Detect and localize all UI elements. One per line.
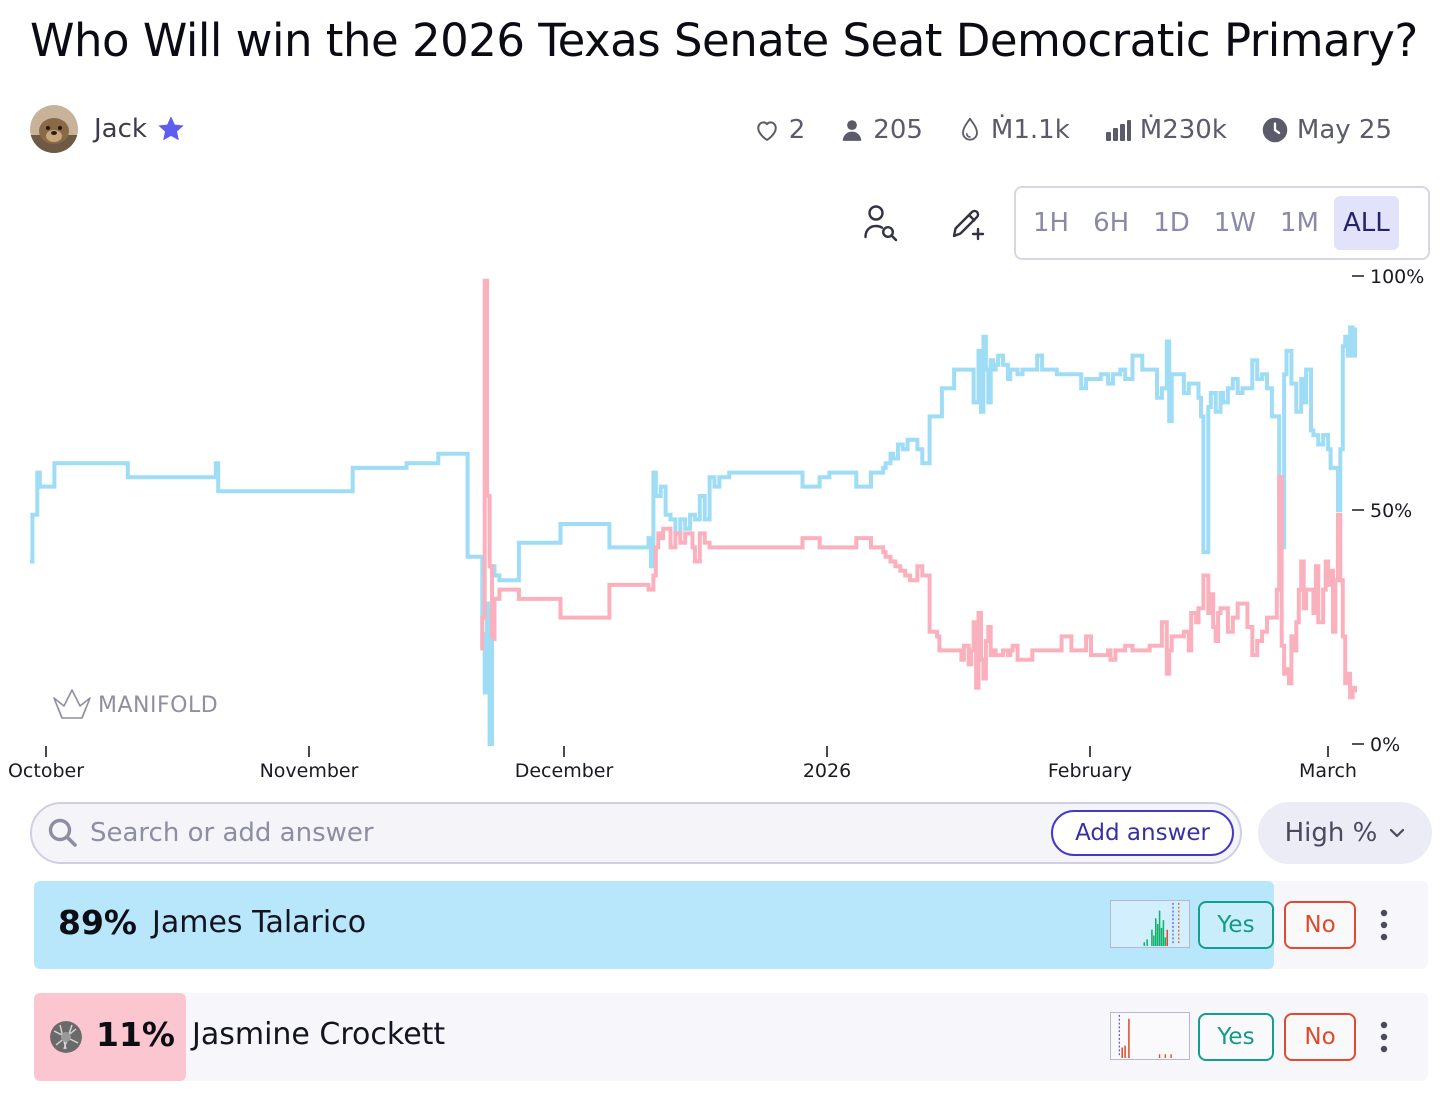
- add-answer-button[interactable]: Add answer: [1051, 810, 1234, 856]
- y-tick-label: 50%: [1370, 500, 1412, 522]
- liquidity-amount: Ṁ1.1k: [990, 115, 1070, 145]
- price-history-sparkline: [1110, 900, 1190, 948]
- star-icon: [158, 116, 184, 141]
- range-all[interactable]: ALL: [1333, 196, 1399, 250]
- manifold-logo-icon: [53, 689, 91, 719]
- more-vertical-icon: [1380, 909, 1388, 941]
- search-input[interactable]: [88, 817, 1032, 849]
- range-1d[interactable]: 1D: [1153, 208, 1190, 238]
- add-annotation-button[interactable]: [944, 200, 990, 246]
- clock-icon: [1262, 117, 1288, 143]
- close-date-stat[interactable]: May 25: [1261, 115, 1392, 145]
- probability-chart[interactable]: MANIFOLD 100% 50% 0% October November Decemb…: [0, 260, 1456, 790]
- x-tick-label: December: [515, 760, 614, 782]
- series-line-crockett[interactable]: [480, 278, 1357, 700]
- pencil-plus-icon: [952, 209, 985, 241]
- range-1m[interactable]: 1M: [1280, 208, 1319, 238]
- x-axis: October November December 2026 February March: [8, 746, 1357, 782]
- x-tick-label: November: [260, 760, 359, 782]
- answer-row-talarico[interactable]: 89% James Talarico Yes No: [34, 881, 1428, 969]
- market-stats: 2 205 Ṁ1.1k Ṁ230k May 25: [753, 110, 1392, 150]
- range-1h[interactable]: 1H: [1033, 208, 1070, 238]
- more-vertical-icon: [1380, 1021, 1388, 1053]
- more-options-button[interactable]: [1372, 905, 1396, 945]
- range-1w[interactable]: 1W: [1213, 208, 1256, 238]
- watermark-text: MANIFOLD: [98, 693, 218, 718]
- x-tick-label: March: [1299, 760, 1357, 782]
- y-tick-label: 100%: [1370, 266, 1424, 288]
- answer-name: James Talarico: [152, 905, 367, 940]
- volume-stat: Ṁ230k: [1104, 115, 1227, 145]
- manifold-watermark: MANIFOLD: [53, 689, 218, 719]
- answer-name: Jasmine Crockett: [192, 1017, 446, 1052]
- traders-stat: 205: [839, 115, 923, 145]
- no-button[interactable]: No: [1284, 901, 1356, 949]
- x-tick-label: 2026: [803, 760, 851, 782]
- author-avatar[interactable]: [30, 105, 78, 153]
- answer-avatar: [50, 1021, 82, 1053]
- answer-row-crockett[interactable]: 11% Jasmine Crockett Yes No: [34, 993, 1428, 1081]
- x-tick-label: February: [1048, 760, 1132, 782]
- liquidity-stat[interactable]: Ṁ1.1k: [957, 115, 1070, 145]
- answer-percent: 11%: [96, 1015, 175, 1054]
- yes-button[interactable]: Yes: [1198, 901, 1274, 949]
- sort-dropdown[interactable]: High %: [1258, 802, 1432, 864]
- price-history-sparkline: [1110, 1012, 1190, 1060]
- user-icon: [843, 120, 862, 141]
- author-name[interactable]: Jack: [94, 114, 147, 144]
- volume-amount: Ṁ230k: [1139, 115, 1227, 145]
- page-title: Who Will win the 2026 Texas Senate Seat …: [30, 14, 1418, 67]
- bar-chart-icon: [1105, 120, 1131, 141]
- close-date: May 25: [1296, 115, 1392, 145]
- range-6h[interactable]: 6H: [1093, 208, 1130, 238]
- droplet-icon: [962, 117, 978, 141]
- time-range-selector: 1H 6H 1D 1W 1M ALL: [1014, 186, 1430, 260]
- probability-bar: [34, 881, 1274, 969]
- find-user-button[interactable]: [858, 200, 904, 246]
- y-tick-label: 0%: [1370, 734, 1400, 756]
- search-icon: [48, 818, 77, 847]
- search-bar: Add answer: [30, 802, 1242, 864]
- x-tick-label: October: [8, 760, 84, 782]
- heart-icon[interactable]: [753, 116, 781, 144]
- likes-count: 2: [788, 115, 806, 145]
- y-axis: 100% 50% 0%: [1352, 266, 1424, 756]
- chart-series: [30, 278, 1357, 746]
- likes-stat[interactable]: 2: [753, 115, 806, 145]
- no-button[interactable]: No: [1284, 1013, 1356, 1061]
- author[interactable]: Jack: [30, 104, 187, 154]
- series-line-talarico[interactable]: [30, 325, 1357, 746]
- traders-count: 205: [873, 115, 923, 145]
- sort-label: High %: [1284, 818, 1378, 848]
- yes-button[interactable]: Yes: [1198, 1013, 1274, 1061]
- answer-percent: 89%: [58, 903, 137, 942]
- user-search-icon: [864, 205, 898, 242]
- more-options-button[interactable]: [1372, 1017, 1396, 1057]
- chevron-down-icon: [1390, 828, 1405, 838]
